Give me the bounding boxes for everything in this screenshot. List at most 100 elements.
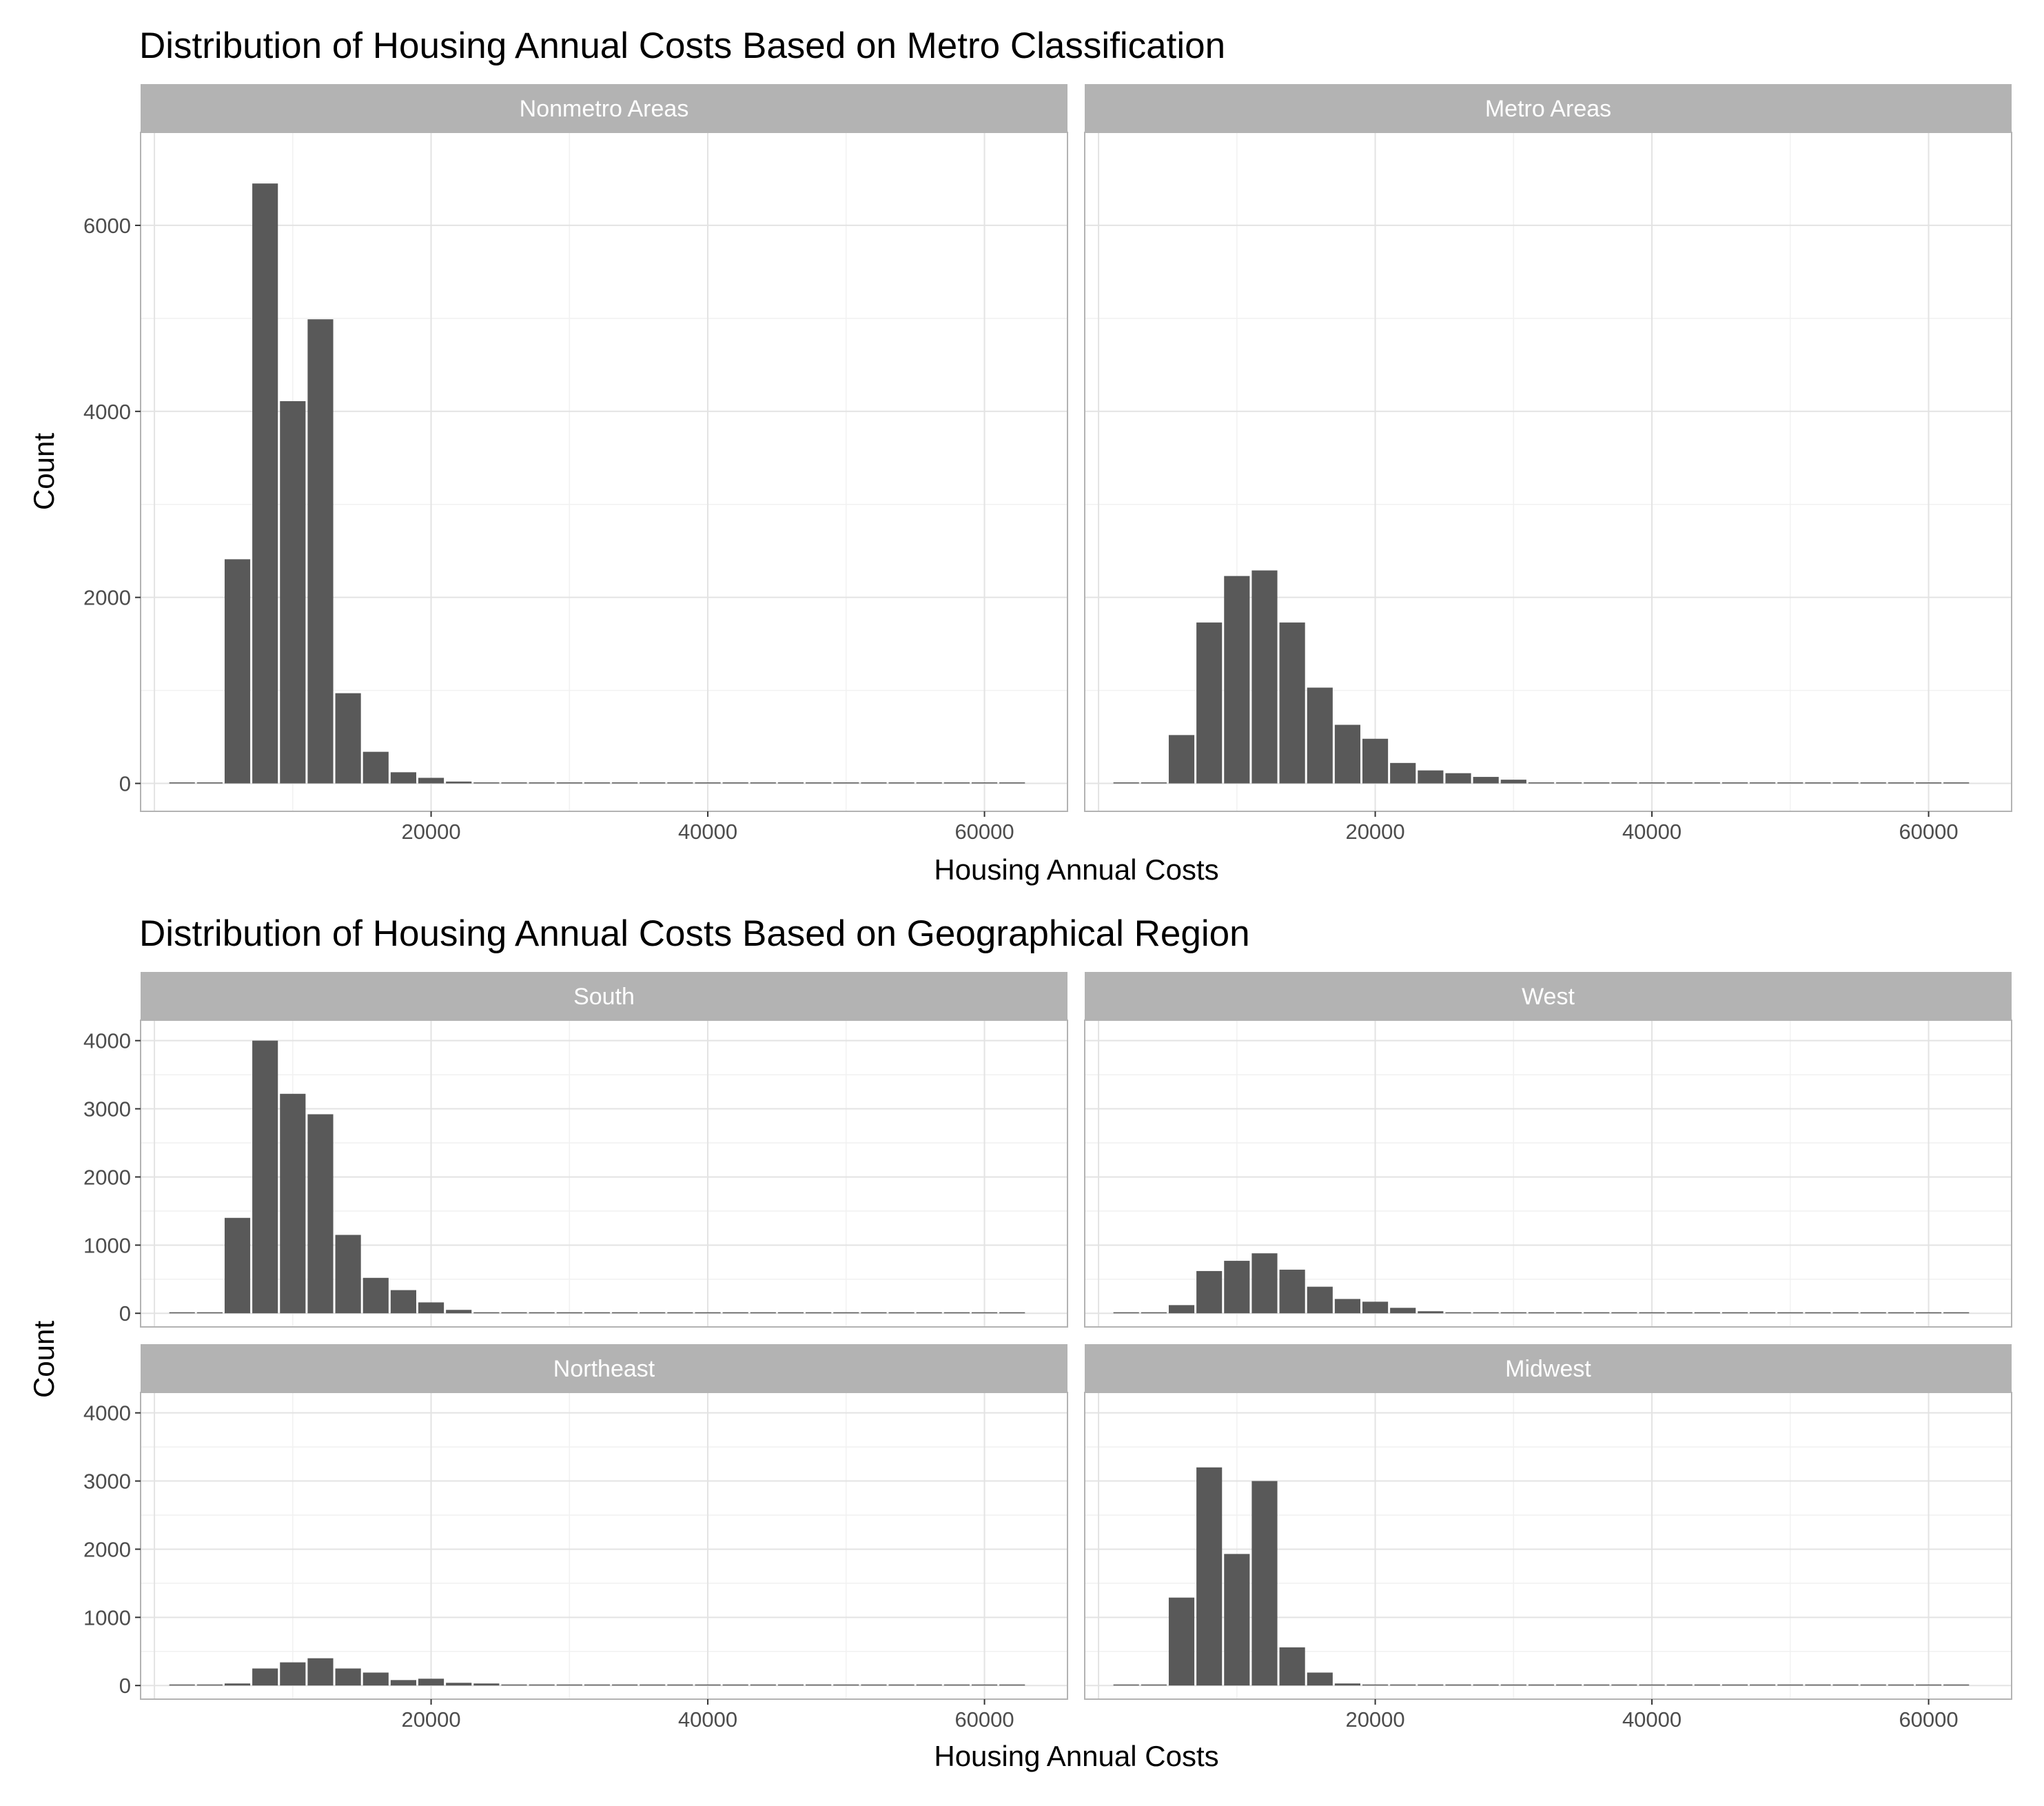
histogram-bar-midwest [1694,1684,1720,1686]
x-tick-label: 60000 [1899,1707,1958,1732]
histogram-bar-west [1915,1312,1942,1314]
strip-label-south: South [573,984,635,1010]
histogram-bar-west [1362,1301,1389,1314]
panel-midwest: Midwest 20000 40000 60000 [1084,1344,2012,1732]
histogram-bar-west [1141,1312,1167,1314]
histogram-bar-northeast [640,1684,666,1686]
histogram-bar-midwest [1141,1684,1167,1686]
histogram-bar-nonmetro-areas [888,782,914,784]
histogram-bar-west [1860,1312,1886,1314]
histogram-bar-nonmetro-areas [224,559,251,784]
histogram-bar-west [1500,1312,1526,1314]
histogram-bar-northeast [916,1684,942,1686]
histogram-bar-south [307,1114,334,1314]
histogram-bar-nonmetro-areas [280,400,306,784]
histogram-bar-nonmetro-areas [307,319,334,784]
histogram-bar-northeast [750,1684,776,1686]
histogram-bar-nonmetro-areas [196,782,223,784]
histogram-bar-south [916,1312,942,1314]
histogram-bar-nonmetro-areas [584,782,611,784]
histogram-bar-northeast [722,1684,748,1686]
histogram-bar-south [999,1312,1025,1314]
histogram-bar-south [252,1040,278,1314]
histogram-bar-metro-areas [1445,773,1471,784]
histogram-bar-metro-areas [1888,782,1914,784]
strip-label-west: West [1522,984,1575,1010]
histogram-bar-midwest [1639,1684,1665,1686]
histogram-bar-nonmetro-areas [501,782,527,784]
histogram-bar-northeast [169,1684,195,1686]
strip-midwest [1085,1344,2012,1392]
histogram-bar-south [971,1312,998,1314]
strip-nonmetro-areas [141,84,1067,132]
x-tick-label: 40000 [678,1707,737,1732]
histogram-bar-midwest [1750,1684,1776,1686]
strip-south [141,972,1067,1020]
histogram-bar-northeast [695,1684,721,1686]
histogram-bar-south [750,1312,776,1314]
y-tick-label: 0 [119,1674,131,1698]
y-axis-label-region: Count [28,1321,60,1398]
x-tick-label: 40000 [1622,820,1682,844]
histogram-bar-west [1196,1270,1223,1314]
histogram-bar-south [861,1312,887,1314]
histogram-bar-northeast [280,1662,306,1686]
histogram-bar-nonmetro-areas [916,782,942,784]
histogram-bar-nonmetro-areas [446,781,472,784]
histogram-bar-west [1307,1286,1333,1314]
histogram-bar-midwest [1805,1684,1831,1686]
histogram-bar-midwest [1362,1684,1389,1686]
histogram-bar-metro-areas [1805,782,1831,784]
histogram-bar-midwest [1666,1684,1693,1686]
histogram-bar-northeast [584,1684,611,1686]
panel-border-metro-areas [1084,132,2012,812]
histogram-bar-midwest [1584,1684,1610,1686]
histogram-bar-northeast [307,1658,334,1686]
panel-west: West [1084,972,2012,1328]
histogram-bar-nonmetro-areas [999,782,1025,784]
histogram-bar-metro-areas [1694,782,1720,784]
histogram-bar-south [362,1277,389,1314]
histogram-bar-metro-areas [1224,576,1250,784]
histogram-bar-nonmetro-areas [556,782,582,784]
histogram-bar-west [1750,1312,1776,1314]
histogram-bar-nonmetro-areas [777,782,804,784]
x-tick-label: 60000 [954,820,1014,844]
x-tick-label: 40000 [1622,1707,1682,1732]
histogram-bar-northeast [667,1684,693,1686]
histogram-bar-midwest [1473,1684,1499,1686]
histogram-bar-metro-areas [1528,782,1555,784]
x-tick-label: 20000 [1345,820,1404,844]
histogram-bar-west [1777,1312,1803,1314]
histogram-bar-midwest [1860,1684,1886,1686]
histogram-bar-metro-areas [1666,782,1693,784]
y-tick-label: 0 [119,772,131,796]
histogram-bar-nonmetro-areas [833,782,859,784]
panel-border-south [140,1019,1068,1328]
y-tick-label: 4000 [83,1401,131,1425]
panel-south: South 0 1000 2000 3000 4000 [83,972,1068,1328]
histogram-bar-midwest [1777,1684,1803,1686]
histogram-bar-nonmetro-areas [971,782,998,784]
histogram-bar-northeast [833,1684,859,1686]
y-tick-label: 2000 [83,586,131,610]
histogram-bar-midwest [1528,1684,1555,1686]
histogram-bar-west [1445,1312,1471,1314]
histogram-bar-nonmetro-areas [806,782,832,784]
histogram-bar-south [777,1312,804,1314]
histogram-bar-south [169,1312,195,1314]
histogram-bar-nonmetro-areas [640,782,666,784]
histogram-bar-northeast [362,1672,389,1686]
histogram-bar-metro-areas [1334,724,1360,784]
histogram-bar-south [280,1093,306,1314]
histogram-bar-northeast [888,1684,914,1686]
histogram-bar-south [722,1312,748,1314]
histogram-bar-south [335,1235,361,1314]
histogram-bar-nonmetro-areas [335,693,361,784]
histogram-bar-south [196,1312,223,1314]
histogram-bar-metro-areas [1860,782,1886,784]
histogram-bar-metro-areas [1196,622,1223,784]
histogram-bar-northeast [390,1680,416,1686]
histogram-bar-midwest [1445,1684,1471,1686]
histogram-bar-metro-areas [1362,738,1389,784]
